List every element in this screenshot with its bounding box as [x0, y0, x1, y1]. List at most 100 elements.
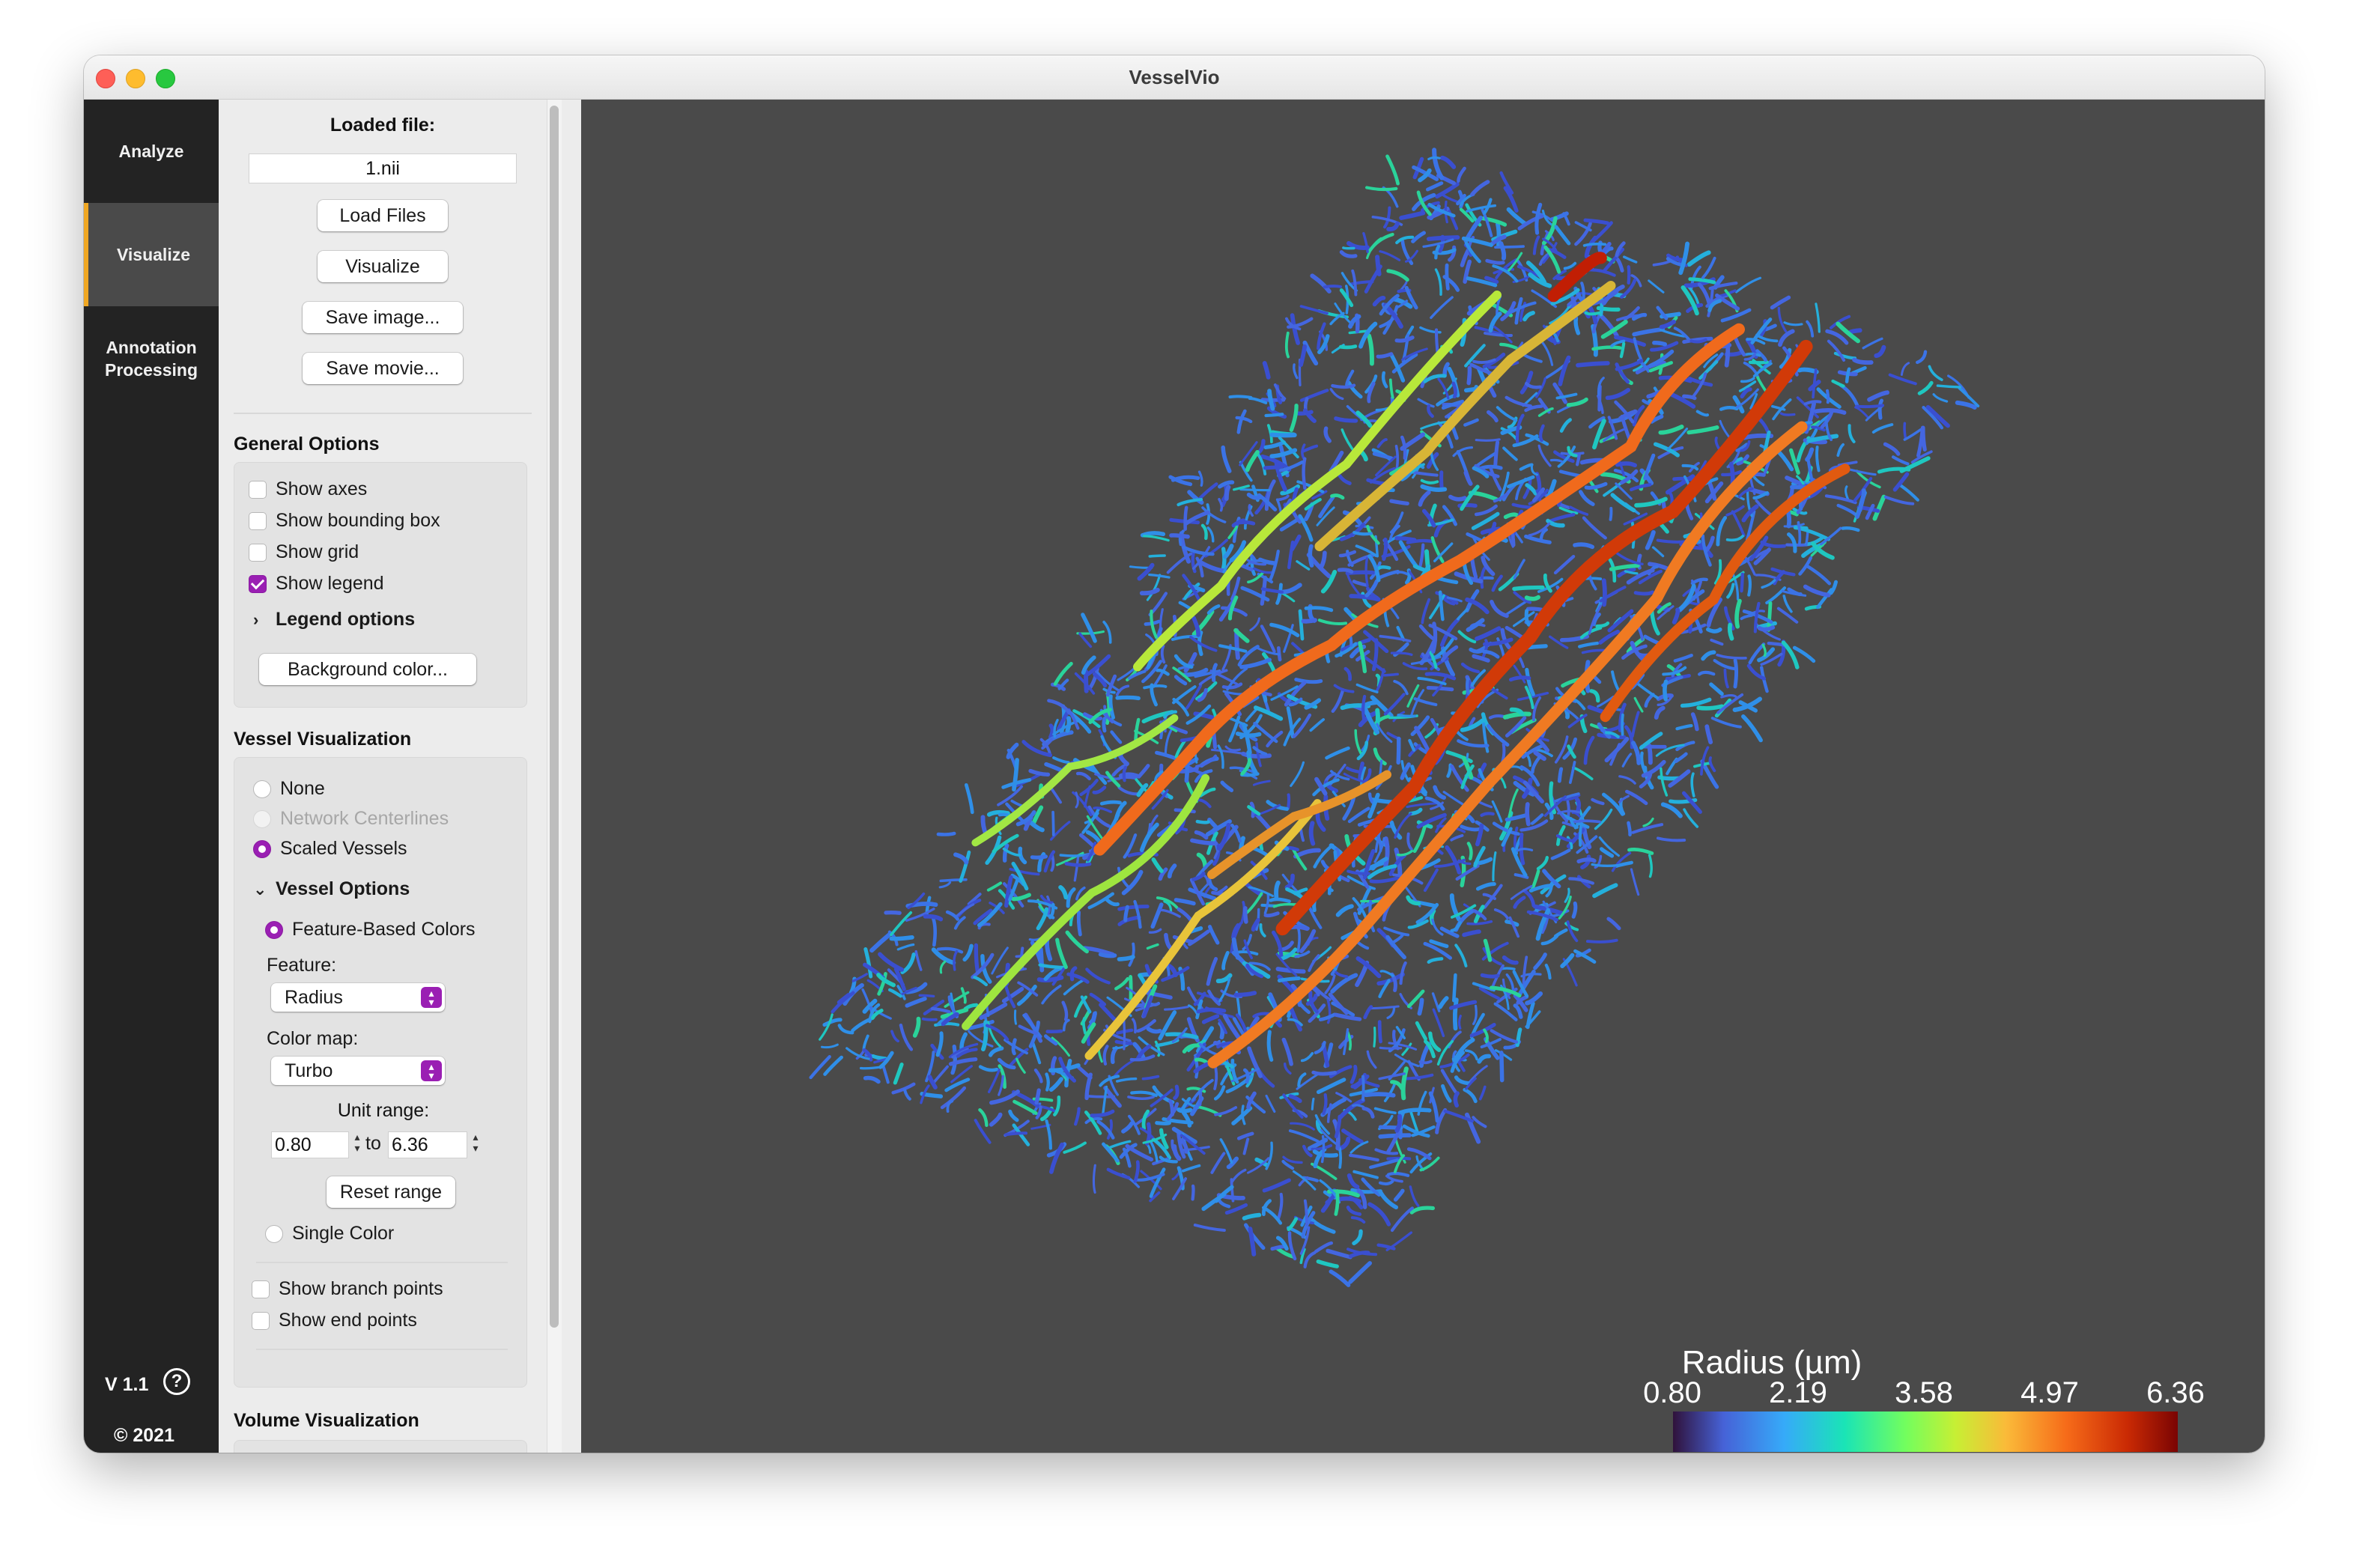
tab-visualize[interactable]: Visualize [84, 203, 219, 306]
checkbox-box[interactable] [249, 574, 267, 593]
range-max-stepper-icon[interactable]: ▴ ▾ [473, 1131, 479, 1154]
range-min-input[interactable]: 0.80 [271, 1131, 349, 1158]
vessel-segment [948, 1042, 979, 1059]
vessel-segment [1470, 180, 1490, 197]
show-axes-checkbox[interactable]: Show axes [249, 478, 367, 500]
vessel-segment [1457, 859, 1472, 866]
vessel-segment [1349, 644, 1367, 659]
vessel-network-render[interactable] [581, 100, 2265, 1453]
save-movie-button[interactable]: Save movie... [303, 353, 463, 384]
vessel-segment [1566, 397, 1588, 407]
vessel-segment [1358, 641, 1367, 674]
vessel-segment [1485, 258, 1505, 265]
vessel-segment [1417, 676, 1447, 686]
close-window-button[interactable] [96, 69, 115, 88]
vessel-segment [1191, 616, 1201, 637]
checkbox-box[interactable] [252, 1311, 270, 1330]
vessel-segment [1554, 225, 1571, 246]
help-icon[interactable]: ? [163, 1368, 190, 1395]
vessel-segment [1385, 154, 1400, 186]
vessel-segment [1253, 705, 1284, 721]
radio-single-color[interactable]: Single Color [265, 1223, 394, 1245]
panel-scrollbar-thumb[interactable] [550, 106, 559, 1328]
checkbox-box[interactable] [252, 1280, 270, 1298]
render-viewport[interactable]: Radius (µm) 0.80 2.19 3.58 4.97 6.36 [581, 100, 2265, 1453]
vessel-segment [1782, 595, 1793, 613]
save-image-button[interactable]: Save image... [303, 302, 463, 333]
vessel-segment [1230, 1168, 1247, 1184]
show-branch-points-checkbox[interactable]: Show branch points [252, 1278, 443, 1300]
vessel-segment [869, 932, 892, 953]
vessel-segment [1430, 296, 1454, 319]
vessel-segment [1284, 873, 1295, 890]
vessel-segment [1412, 157, 1424, 180]
vessel-segment [1465, 1077, 1477, 1090]
vessel-segment [1195, 556, 1204, 578]
reset-range-button[interactable]: Reset range [327, 1176, 455, 1208]
vessel-segment [1281, 583, 1302, 595]
vessel-segment [1666, 428, 1689, 451]
radio-circle[interactable] [265, 1224, 283, 1243]
range-min-stepper-icon[interactable]: ▴ ▾ [354, 1131, 360, 1154]
visualize-button[interactable]: Visualize [318, 251, 448, 282]
vessel-segment [1406, 832, 1413, 851]
checkbox-box[interactable] [249, 480, 267, 499]
legend-options-toggle[interactable]: › Legend options [253, 609, 415, 630]
vessel-segment [930, 1006, 951, 1014]
radio-feature-based-colors[interactable]: Feature-Based Colors [265, 919, 476, 941]
vessel-segment [1619, 341, 1626, 359]
radio-circle[interactable] [253, 780, 271, 798]
vessel-segment [1406, 1147, 1432, 1161]
vessel-segment [1429, 939, 1449, 949]
zoom-window-button[interactable] [156, 69, 175, 88]
background-color-button[interactable]: Background color... [259, 654, 476, 685]
vessel-segment [1294, 950, 1311, 958]
vessel-segment [1286, 706, 1295, 738]
vessel-segment [1446, 207, 1459, 231]
vessel-segment [1213, 1066, 1218, 1090]
vessel-segment [1493, 440, 1500, 468]
vessel-segment [1675, 741, 1695, 752]
show-grid-checkbox[interactable]: Show grid [249, 541, 359, 563]
vessel-segment [1740, 613, 1753, 621]
feature-select[interactable]: Radius ▴ ▾ [271, 983, 445, 1012]
show-bounding-box-checkbox[interactable]: Show bounding box [249, 510, 440, 532]
vessel-segment [1313, 843, 1335, 869]
vessel-segment [1164, 932, 1174, 952]
vessel-segment [1463, 1087, 1478, 1104]
checkbox-box[interactable] [249, 511, 267, 530]
show-legend-checkbox[interactable]: Show legend [249, 573, 384, 595]
load-files-button[interactable]: Load Files [318, 200, 448, 231]
vessel-segment [1282, 1093, 1304, 1119]
radio-circle[interactable] [253, 839, 271, 858]
tab-annotation-processing[interactable]: Annotation Processing [105, 338, 198, 380]
vessel-segment [1289, 403, 1299, 432]
minimize-window-button[interactable] [126, 69, 145, 88]
vessel-segment [900, 952, 916, 974]
vessel-segment [1419, 1156, 1440, 1172]
radio-none-label: None [280, 778, 325, 799]
show-end-points-checkbox[interactable]: Show end points [252, 1310, 417, 1331]
vessel-segment [1171, 475, 1200, 482]
vessel-segment [1743, 361, 1760, 379]
vessel-segment [1417, 398, 1435, 408]
range-max-input[interactable]: 6.36 [388, 1131, 467, 1158]
vessel-segment [1166, 552, 1193, 574]
vessel-segment [1755, 549, 1769, 559]
vessel-segment [935, 1031, 944, 1057]
radio-circle[interactable] [265, 920, 283, 939]
vessel-options-toggle[interactable]: ⌄ Vessel Options [253, 878, 410, 900]
vessel-segment [1652, 341, 1668, 347]
vessel-segment [1154, 770, 1164, 783]
vessel-segment [1379, 634, 1412, 642]
color-map-select[interactable]: Turbo ▴ ▾ [271, 1057, 445, 1085]
checkbox-box[interactable] [249, 543, 267, 562]
vessel-segment [1465, 597, 1490, 615]
vessel-segment [1098, 952, 1117, 958]
vessel-segment [1346, 869, 1370, 875]
tab-analyze[interactable]: Analyze [118, 142, 184, 161]
radio-scaled-vessels[interactable]: Scaled Vessels [253, 838, 407, 860]
vessel-segment [1582, 516, 1607, 540]
vessel-segment [1620, 469, 1639, 484]
radio-none[interactable]: None [253, 778, 325, 800]
